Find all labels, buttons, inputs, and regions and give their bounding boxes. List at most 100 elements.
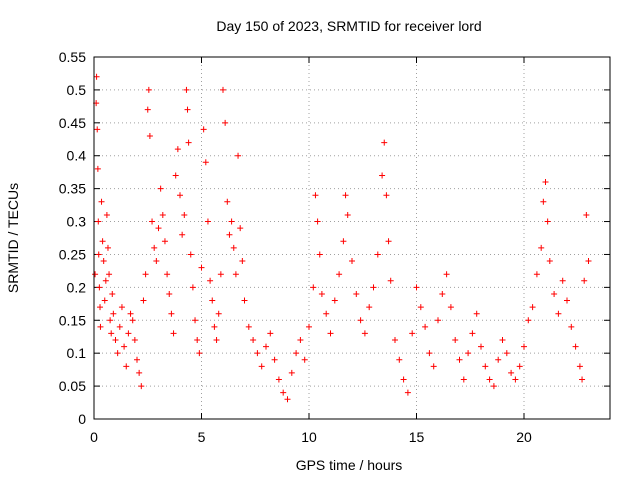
data-point [284, 396, 291, 403]
data-point [443, 271, 450, 278]
data-point [202, 159, 209, 166]
data-point [170, 330, 177, 337]
data-point [142, 271, 149, 278]
data-point [161, 238, 168, 245]
data-point [482, 363, 489, 370]
data-point [544, 218, 551, 225]
data-point [204, 218, 211, 225]
data-point [213, 337, 220, 344]
y-tick-label: 0.15 [59, 312, 86, 328]
y-tick-label: 0.3 [67, 214, 87, 230]
data-point [101, 297, 108, 304]
data-point [512, 376, 519, 383]
data-point [235, 152, 242, 159]
y-tick-label: 0.4 [67, 148, 87, 164]
data-point [196, 350, 203, 357]
data-point [572, 343, 579, 350]
y-tick-label: 0.5 [67, 82, 87, 98]
data-point [452, 337, 459, 344]
data-point [192, 317, 199, 324]
data-point [499, 337, 506, 344]
y-tick-label: 0.05 [59, 378, 86, 394]
data-point [198, 264, 205, 271]
data-point [149, 218, 156, 225]
data-point [583, 211, 590, 218]
data-point [387, 277, 394, 284]
data-point [288, 369, 295, 376]
data-point [323, 310, 330, 317]
data-point [430, 363, 437, 370]
data-point [245, 323, 252, 330]
data-point [200, 126, 207, 133]
data-point [503, 350, 510, 357]
data-point [127, 310, 134, 317]
data-point [108, 330, 115, 337]
data-point [417, 304, 424, 311]
x-tick-label: 10 [301, 429, 317, 445]
data-point [136, 369, 143, 376]
data-point [121, 343, 128, 350]
data-point [301, 356, 308, 363]
data-point [116, 323, 123, 330]
data-point [413, 284, 420, 291]
data-point [241, 297, 248, 304]
y-tick-label: 0.35 [59, 181, 86, 197]
data-point [344, 211, 351, 218]
data-point [95, 218, 102, 225]
x-tick-label: 5 [198, 429, 206, 445]
data-point [166, 290, 173, 297]
data-point [110, 310, 117, 317]
data-point [336, 271, 343, 278]
data-point [435, 317, 441, 324]
data-point [184, 106, 191, 113]
data-point [107, 317, 114, 324]
data-point [138, 383, 145, 390]
data-point [275, 376, 282, 383]
data-point [316, 251, 323, 258]
data-point [99, 238, 106, 245]
data-point [129, 317, 136, 324]
data-point [174, 146, 181, 153]
data-point [114, 350, 121, 357]
data-point [230, 244, 237, 251]
data-point [94, 126, 101, 133]
data-point [144, 106, 151, 113]
data-point [153, 258, 160, 265]
data-point [366, 304, 373, 311]
data-point [102, 277, 109, 284]
data-point [172, 172, 179, 179]
data-point [183, 86, 190, 93]
data-point [98, 198, 105, 205]
data-point [508, 369, 515, 376]
data-point [97, 304, 104, 311]
data-point [585, 258, 592, 265]
y-tick-label: 0.2 [67, 279, 87, 295]
data-point [312, 192, 319, 199]
data-point [125, 330, 132, 337]
data-point [381, 139, 388, 146]
data-point [478, 343, 484, 350]
data-point [94, 165, 101, 172]
data-point [217, 271, 224, 278]
plot-frame [93, 56, 611, 420]
y-axis-label: SRMTID / TECUs [5, 183, 21, 293]
x-tick-label: 15 [409, 429, 425, 445]
data-point [159, 211, 166, 218]
data-point [123, 363, 130, 370]
data-point [529, 304, 536, 311]
data-point [168, 310, 175, 317]
data-point [465, 350, 472, 357]
data-point [555, 310, 562, 317]
data-point [220, 86, 226, 93]
data-point [521, 343, 527, 350]
data-point [426, 350, 433, 357]
data-point [164, 271, 171, 278]
data-point [104, 244, 111, 251]
data-point [140, 297, 147, 304]
chart-title: Day 150 of 2023, SRMTID for receiver lor… [216, 18, 481, 34]
data-point [97, 323, 104, 330]
data-point [151, 244, 158, 251]
data-point [181, 211, 188, 218]
data-point [131, 337, 138, 344]
data-point [103, 211, 110, 218]
